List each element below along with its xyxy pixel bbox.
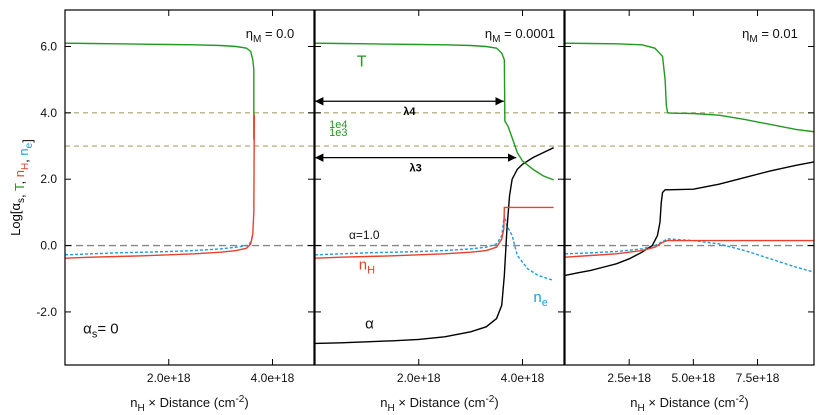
series-T-line [315, 42, 554, 181]
x-axis-label: nH × Distance (cm-2) [130, 394, 248, 414]
panel-1-plot-area [65, 42, 314, 259]
panel-1: 2.0e+18 4.0e+18 ηM = 0.0 nH × Distance (cm-… [64, 9, 315, 414]
series-alpha-line [565, 161, 814, 277]
annotation-label: 1e3 [329, 127, 347, 139]
x-tick-label: 4.0e+18 [501, 371, 545, 385]
series-T-line [565, 42, 814, 133]
lambda-label: λ4 [403, 106, 416, 118]
panel-frame [314, 9, 565, 366]
panel-3-plot-area [565, 42, 814, 277]
series-T-line [65, 42, 255, 140]
series-ne-line [315, 215, 554, 282]
lambda-label: λ3 [410, 163, 422, 175]
panel-2-plot-area [315, 42, 564, 345]
alpha-s-label: αs= 0 [83, 320, 118, 340]
x-tick-label: 5.0e+18 [671, 371, 715, 385]
x-tick-label: 7.5e+18 [736, 371, 780, 385]
panel-eta-label: ηM = 0.0 [246, 26, 294, 45]
x-tick-label: 2.0e+18 [397, 371, 441, 385]
annotation-label: α [365, 316, 374, 333]
series-alpha-line [315, 147, 554, 345]
y-tick-label: 0.0 [40, 239, 57, 253]
annotation-label: T [357, 53, 367, 70]
series-ne-line [565, 238, 814, 273]
panel-eta-label: ηM = 0.01 [742, 26, 798, 45]
series-nH-line [565, 239, 814, 258]
panel-eta-label: ηM = 0.0001 [485, 26, 555, 45]
annotation-label: 1e4 [329, 119, 347, 131]
y-axis-label: Log[αs, T, nH, ne] [8, 139, 35, 236]
x-axis-label: nH × Distance (cm-2) [630, 394, 748, 414]
panel-frame [564, 9, 815, 366]
y-tick-label: 2.0 [40, 172, 57, 186]
x-tick-label: 2.5e+18 [607, 371, 651, 385]
panel-frame [64, 9, 315, 366]
series-nH-line [65, 114, 256, 259]
series-nH-line [315, 206, 554, 259]
x-tick-label: 4.0e+18 [251, 371, 295, 385]
annotation-label: nH [359, 256, 375, 276]
x-tick-label: 2.0e+18 [147, 371, 191, 385]
panel-3: 2.5e+18 5.0e+18 7.5e+18 ηM = 0.01 nH × Dista… [564, 9, 815, 414]
annotation-label: α=1.0 [349, 228, 380, 242]
annotation-label: ne [533, 289, 547, 309]
panel-2: 2.0e+18 4.0e+18 ηM = 0.0001 nH × Distance (… [314, 9, 565, 414]
y-tick-label: -2.0 [36, 305, 57, 319]
x-axis-label: nH × Distance (cm-2) [380, 394, 498, 414]
y-tick-label: 4.0 [40, 106, 57, 120]
y-tick-label: 6.0 [40, 39, 57, 53]
